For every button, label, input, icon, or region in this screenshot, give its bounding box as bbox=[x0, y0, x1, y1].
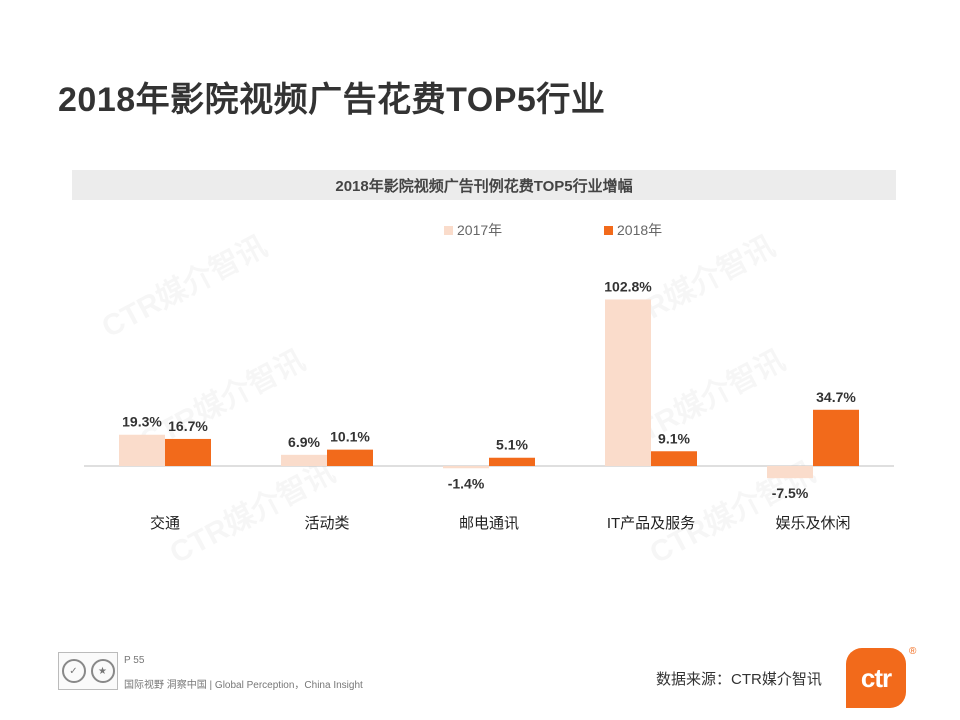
category-label: 邮电通讯 bbox=[459, 515, 519, 532]
bar-2018 bbox=[489, 457, 535, 466]
bar-2017 bbox=[281, 454, 327, 466]
data-label: 10.1% bbox=[330, 429, 370, 445]
data-label: 6.9% bbox=[288, 434, 320, 450]
data-label: 5.1% bbox=[496, 437, 528, 453]
legend-item-2017: 2017年 bbox=[444, 220, 502, 240]
category-label: 娱乐及休闲 bbox=[775, 515, 850, 532]
bar-2018 bbox=[327, 449, 373, 466]
page-title: 2018年影院视频广告花费TOP5行业 bbox=[58, 81, 606, 119]
data-label: 102.8% bbox=[604, 278, 652, 294]
ctr-logo: ctr bbox=[846, 648, 906, 708]
bar-2017 bbox=[605, 299, 651, 466]
bar-2018 bbox=[813, 409, 859, 466]
data-label: 16.7% bbox=[168, 418, 208, 434]
category-label: 活动类 bbox=[304, 515, 349, 532]
chart-title: 2018年影院视频广告刊例花费TOP5行业增幅 bbox=[72, 170, 896, 200]
bar-2017 bbox=[119, 434, 165, 466]
certification-icon: ✓ bbox=[61, 659, 86, 683]
bar-2017 bbox=[767, 466, 813, 479]
data-label: 9.1% bbox=[658, 430, 690, 446]
legend-swatch-2017 bbox=[444, 225, 453, 235]
footer-tagline: 国际视野 洞察中国 | Global Perception，China Insi… bbox=[124, 680, 363, 691]
data-source: 数据来源：CTR媒介智讯 bbox=[656, 671, 822, 688]
bar-2017 bbox=[443, 466, 489, 469]
chart-legend: 2017年 2018年 bbox=[0, 220, 960, 240]
legend-swatch-2018 bbox=[604, 225, 613, 235]
data-label: -1.4% bbox=[448, 475, 485, 491]
bar-2018 bbox=[651, 451, 697, 466]
data-label: 34.7% bbox=[816, 389, 856, 405]
legend-label-2017: 2017年 bbox=[457, 222, 503, 238]
data-label: 19.3% bbox=[122, 414, 162, 430]
category-label: 交通 bbox=[150, 514, 180, 532]
page-number: P 55 bbox=[124, 655, 145, 666]
category-label: IT产品及服务 bbox=[607, 515, 695, 532]
data-label: -7.5% bbox=[772, 485, 809, 501]
legend-label-2018: 2018年 bbox=[617, 222, 663, 238]
bar-2018 bbox=[165, 438, 211, 466]
certification-badges: ✓ ★ bbox=[58, 652, 118, 690]
certification-icon: ★ bbox=[90, 659, 115, 683]
registered-mark: ® bbox=[909, 646, 917, 657]
legend-item-2018: 2018年 bbox=[604, 220, 662, 240]
